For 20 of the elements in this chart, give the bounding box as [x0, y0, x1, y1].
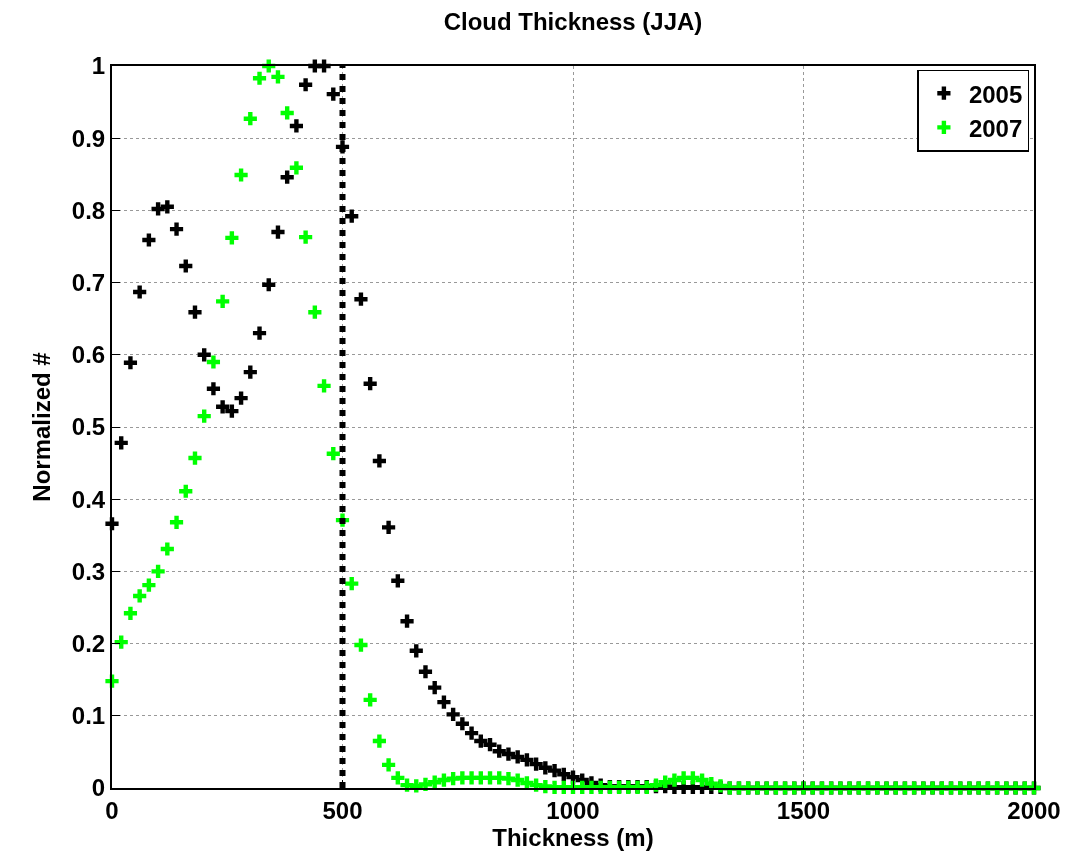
x-tick-label: 1500	[776, 796, 831, 824]
y-tick-label: 0	[91, 774, 106, 802]
x-tick-label: 500	[322, 796, 363, 824]
x-tick-label: 2000	[1007, 796, 1061, 824]
y-tick-label: 0.5	[71, 413, 106, 441]
y-tick-label: 0.4	[71, 485, 106, 513]
legend-label: 2007	[968, 114, 1023, 142]
y-tick-label: 0.6	[71, 341, 106, 369]
y-tick-label: 0.2	[71, 630, 106, 657]
x-tick-label: 1000	[546, 796, 600, 824]
y-tick-label: 0.8	[71, 196, 106, 224]
y-axis-title: Normalized #	[28, 352, 56, 502]
y-tick-label: 0.1	[71, 702, 106, 730]
chart-title: Cloud Thickness (JJA)	[443, 7, 703, 35]
y-tick-label: 0.9	[71, 124, 106, 152]
y-tick-label: 0.3	[71, 557, 106, 585]
y-tick-label: 0.7	[71, 269, 106, 296]
x-axis-title: Thickness (m)	[492, 823, 654, 851]
legend-label: 2005	[968, 80, 1023, 108]
y-tick-label: 1	[91, 52, 106, 80]
